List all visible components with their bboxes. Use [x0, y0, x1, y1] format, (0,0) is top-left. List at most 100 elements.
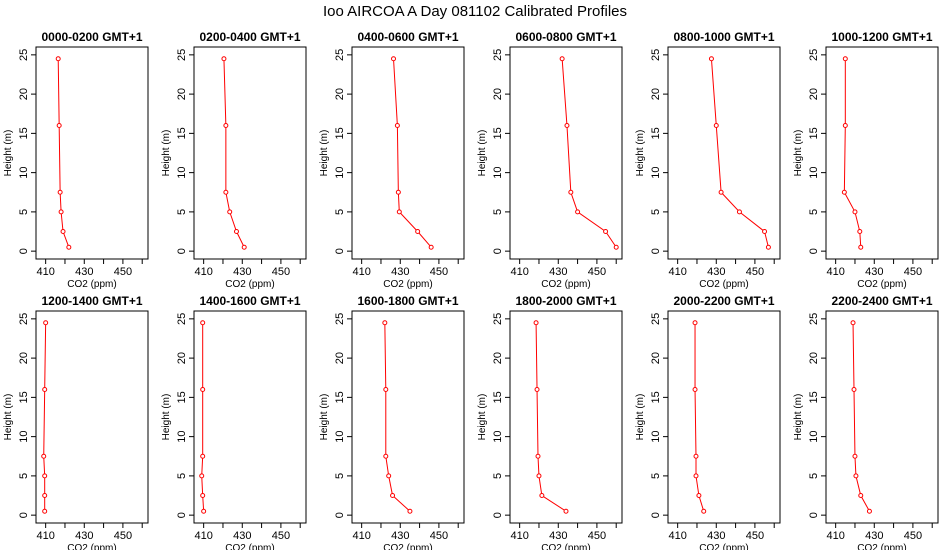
data-point: [603, 229, 609, 235]
x-tick-label: 430: [549, 530, 567, 542]
series-line: [384, 322, 411, 512]
x-axis-label: CO2 (ppm): [699, 543, 748, 550]
y-tick-label: 20: [18, 88, 30, 100]
data-point: [394, 123, 400, 129]
data-point: [383, 453, 389, 459]
y-tick-label: 15: [492, 127, 504, 139]
plot-frame: [825, 310, 939, 524]
y-tick-label: 0: [650, 248, 662, 254]
x-tick-label: 430: [549, 266, 567, 278]
data-point: [559, 56, 565, 62]
data-point: [765, 244, 771, 250]
series-line: [201, 322, 205, 512]
x-tick-label: 410: [510, 266, 528, 278]
y-tick-label: 25: [176, 49, 188, 61]
y-tick-label: 5: [650, 209, 662, 215]
chart-panel: 2200-2400 GMT+1 410 430 450 0 5 10 15 20 25 CO2 (p…: [793, 294, 939, 550]
y-tick-label: 5: [176, 209, 188, 215]
chart-panel: 0400-0600 GMT+1 410 430 450 0 5 10 15 20 25 CO2 (p…: [319, 30, 465, 290]
chart-panels: 0000-0200 GMT+1 410 430 450 0 5 10 15 20 25 CO2 (p…: [3, 30, 939, 550]
data-point: [858, 244, 864, 250]
panel-title: 0600-0800 GMT+1: [515, 30, 616, 44]
x-tick-label: 410: [36, 530, 54, 542]
data-point: [534, 387, 540, 393]
data-point: [41, 453, 47, 459]
plot-frame: [825, 46, 939, 260]
data-point: [57, 189, 63, 195]
panel-title: 0400-0600 GMT+1: [357, 30, 458, 44]
y-tick-label: 10: [492, 167, 504, 179]
data-point: [841, 189, 847, 195]
chart-panel: 2000-2200 GMT+1 410 430 450 0 5 10 15 20 25 CO2 (p…: [635, 294, 781, 550]
data-point: [564, 123, 570, 129]
data-point: [536, 473, 542, 479]
plot-frame: [35, 310, 149, 524]
data-point: [56, 123, 62, 129]
y-axis-label: Height (m): [477, 130, 488, 177]
x-axis-label: CO2 (ppm): [67, 279, 116, 290]
data-point: [563, 508, 569, 514]
data-point: [853, 473, 859, 479]
data-point: [692, 387, 698, 393]
data-point: [866, 508, 872, 514]
y-axis-label: Height (m): [3, 130, 14, 177]
panel-title: 1200-1400 GMT+1: [41, 294, 142, 308]
x-axis-label: CO2 (ppm): [67, 543, 116, 550]
data-point: [718, 189, 724, 195]
plot-frame: [509, 310, 623, 524]
x-tick-label: 450: [588, 266, 606, 278]
y-tick-label: 15: [650, 391, 662, 403]
plot-frame: [509, 46, 623, 260]
panel-title: 2000-2200 GMT+1: [673, 294, 774, 308]
data-point: [568, 189, 574, 195]
y-tick-label: 0: [334, 248, 346, 254]
y-tick-label: 10: [650, 431, 662, 443]
y-tick-label: 20: [492, 352, 504, 364]
y-tick-label: 5: [176, 473, 188, 479]
data-point: [241, 244, 247, 250]
y-tick-label: 10: [334, 431, 346, 443]
x-tick-label: 430: [707, 266, 725, 278]
y-tick-label: 5: [492, 209, 504, 215]
y-tick-label: 15: [808, 391, 820, 403]
y-tick-label: 15: [492, 391, 504, 403]
data-point: [533, 320, 539, 326]
y-tick-label: 0: [492, 248, 504, 254]
series-line: [223, 58, 245, 248]
y-tick-label: 15: [650, 127, 662, 139]
y-tick-label: 15: [334, 127, 346, 139]
y-tick-label: 20: [176, 88, 188, 100]
data-point: [200, 387, 206, 393]
x-tick-label: 450: [588, 530, 606, 542]
x-tick-label: 430: [233, 530, 251, 542]
x-tick-label: 410: [352, 266, 370, 278]
data-point: [850, 320, 856, 326]
chart-panel: 0600-0800 GMT+1 410 430 450 0 5 10 15 20 25 CO2 (p…: [477, 30, 623, 290]
data-point: [692, 320, 698, 326]
data-point: [713, 123, 719, 129]
figure-title: Ioo AIRCOA A Day 081102 Calibrated Profi…: [323, 3, 627, 20]
x-axis-label: CO2 (ppm): [225, 279, 274, 290]
data-point: [575, 209, 581, 215]
data-point: [852, 209, 858, 215]
x-tick-label: 410: [194, 530, 212, 542]
series-line: [57, 58, 70, 248]
data-point: [407, 508, 413, 514]
y-tick-label: 0: [808, 512, 820, 518]
data-point: [60, 229, 66, 235]
data-point: [852, 453, 858, 459]
data-point: [42, 387, 48, 393]
x-tick-label: 410: [668, 530, 686, 542]
y-tick-label: 25: [334, 313, 346, 325]
y-tick-label: 5: [334, 473, 346, 479]
y-tick-label: 15: [334, 391, 346, 403]
data-point: [539, 493, 545, 499]
y-axis-label: Height (m): [161, 130, 172, 177]
y-axis-label: Height (m): [635, 394, 646, 441]
data-point: [233, 229, 239, 235]
y-tick-label: 15: [176, 127, 188, 139]
data-point: [221, 56, 227, 62]
x-tick-label: 430: [391, 266, 409, 278]
y-tick-label: 20: [808, 88, 820, 100]
y-tick-label: 25: [808, 49, 820, 61]
